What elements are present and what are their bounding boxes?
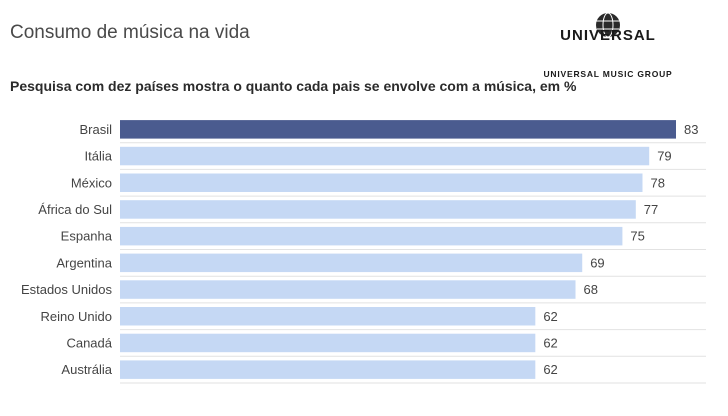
data-label: 69 (590, 255, 604, 270)
data-label: 75 (630, 229, 644, 244)
data-label: 68 (584, 282, 598, 297)
category-label: África do Sul (38, 202, 112, 217)
bar (120, 226, 623, 246)
data-label: 78 (651, 175, 665, 190)
data-label: 77 (644, 202, 658, 217)
logo-tagline: UNIVERSAL MUSIC GROUP (543, 69, 672, 78)
chart-title: Consumo de música na vida (10, 22, 250, 43)
bar (120, 120, 676, 139)
bar (120, 173, 643, 192)
bar (120, 333, 536, 353)
bar (120, 280, 576, 299)
bar (120, 360, 536, 379)
category-label: Brasil (79, 122, 112, 137)
category-label: México (71, 175, 112, 190)
bar (120, 253, 583, 273)
category-label: Itália (85, 149, 113, 164)
data-label: 62 (543, 362, 557, 377)
logo-wordmark: UNIVERSAL (560, 27, 656, 44)
globe-icon (596, 12, 620, 38)
bar (120, 146, 650, 166)
data-label: 62 (543, 335, 557, 350)
bars-group: Brasil 83 Itália 79 México 78 África do Sul 77 E… (21, 120, 706, 384)
data-label: 83 (684, 122, 698, 137)
category-label: Espanha (61, 229, 113, 244)
bar (120, 200, 636, 219)
bar-chart: Brasil 83 Itália 79 México 78 África do Sul 77 E… (21, 120, 706, 384)
category-label: Austrália (61, 362, 112, 377)
category-label: Canadá (66, 335, 112, 350)
data-label: 79 (657, 149, 671, 164)
bar (120, 307, 536, 326)
data-label: 62 (543, 309, 557, 324)
category-label: Argentina (56, 255, 112, 270)
universal-music-group-logo: UNIVERSAL UNIVERSAL MUSIC GROUP (543, 12, 672, 78)
chart-subtitle: Pesquisa com dez países mostra o quanto … (10, 78, 577, 94)
category-label: Estados Unidos (21, 282, 113, 297)
category-label: Reino Unido (40, 309, 112, 324)
